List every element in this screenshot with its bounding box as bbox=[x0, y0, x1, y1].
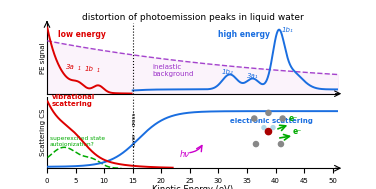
Title: distortion of photoemission peaks in liquid water: distortion of photoemission peaks in liq… bbox=[82, 13, 303, 22]
Text: inelastic
background: inelastic background bbox=[153, 64, 194, 77]
Text: 3a₁: 3a₁ bbox=[247, 73, 258, 79]
Text: superexcited state
autoionization?: superexcited state autoionization? bbox=[50, 136, 105, 147]
Text: 1b₂: 1b₂ bbox=[221, 69, 233, 75]
Y-axis label: Scattering CS: Scattering CS bbox=[39, 109, 45, 156]
Text: -over: -over bbox=[132, 133, 137, 147]
Text: 1: 1 bbox=[97, 68, 100, 74]
Text: 1b₁: 1b₁ bbox=[281, 27, 293, 33]
Text: high energy: high energy bbox=[218, 30, 270, 39]
Text: vibrational
scattering: vibrational scattering bbox=[52, 94, 95, 107]
X-axis label: Kinetic Energy (eV): Kinetic Energy (eV) bbox=[152, 185, 233, 189]
Text: low energy: low energy bbox=[58, 30, 106, 39]
Text: 1: 1 bbox=[77, 66, 80, 71]
Text: electronic scattering: electronic scattering bbox=[230, 118, 313, 124]
Text: 3a: 3a bbox=[66, 64, 74, 70]
Text: 1b: 1b bbox=[85, 66, 94, 72]
Text: hν: hν bbox=[180, 150, 190, 159]
Y-axis label: PE signal: PE signal bbox=[39, 42, 45, 74]
Text: cross-: cross- bbox=[132, 110, 137, 126]
